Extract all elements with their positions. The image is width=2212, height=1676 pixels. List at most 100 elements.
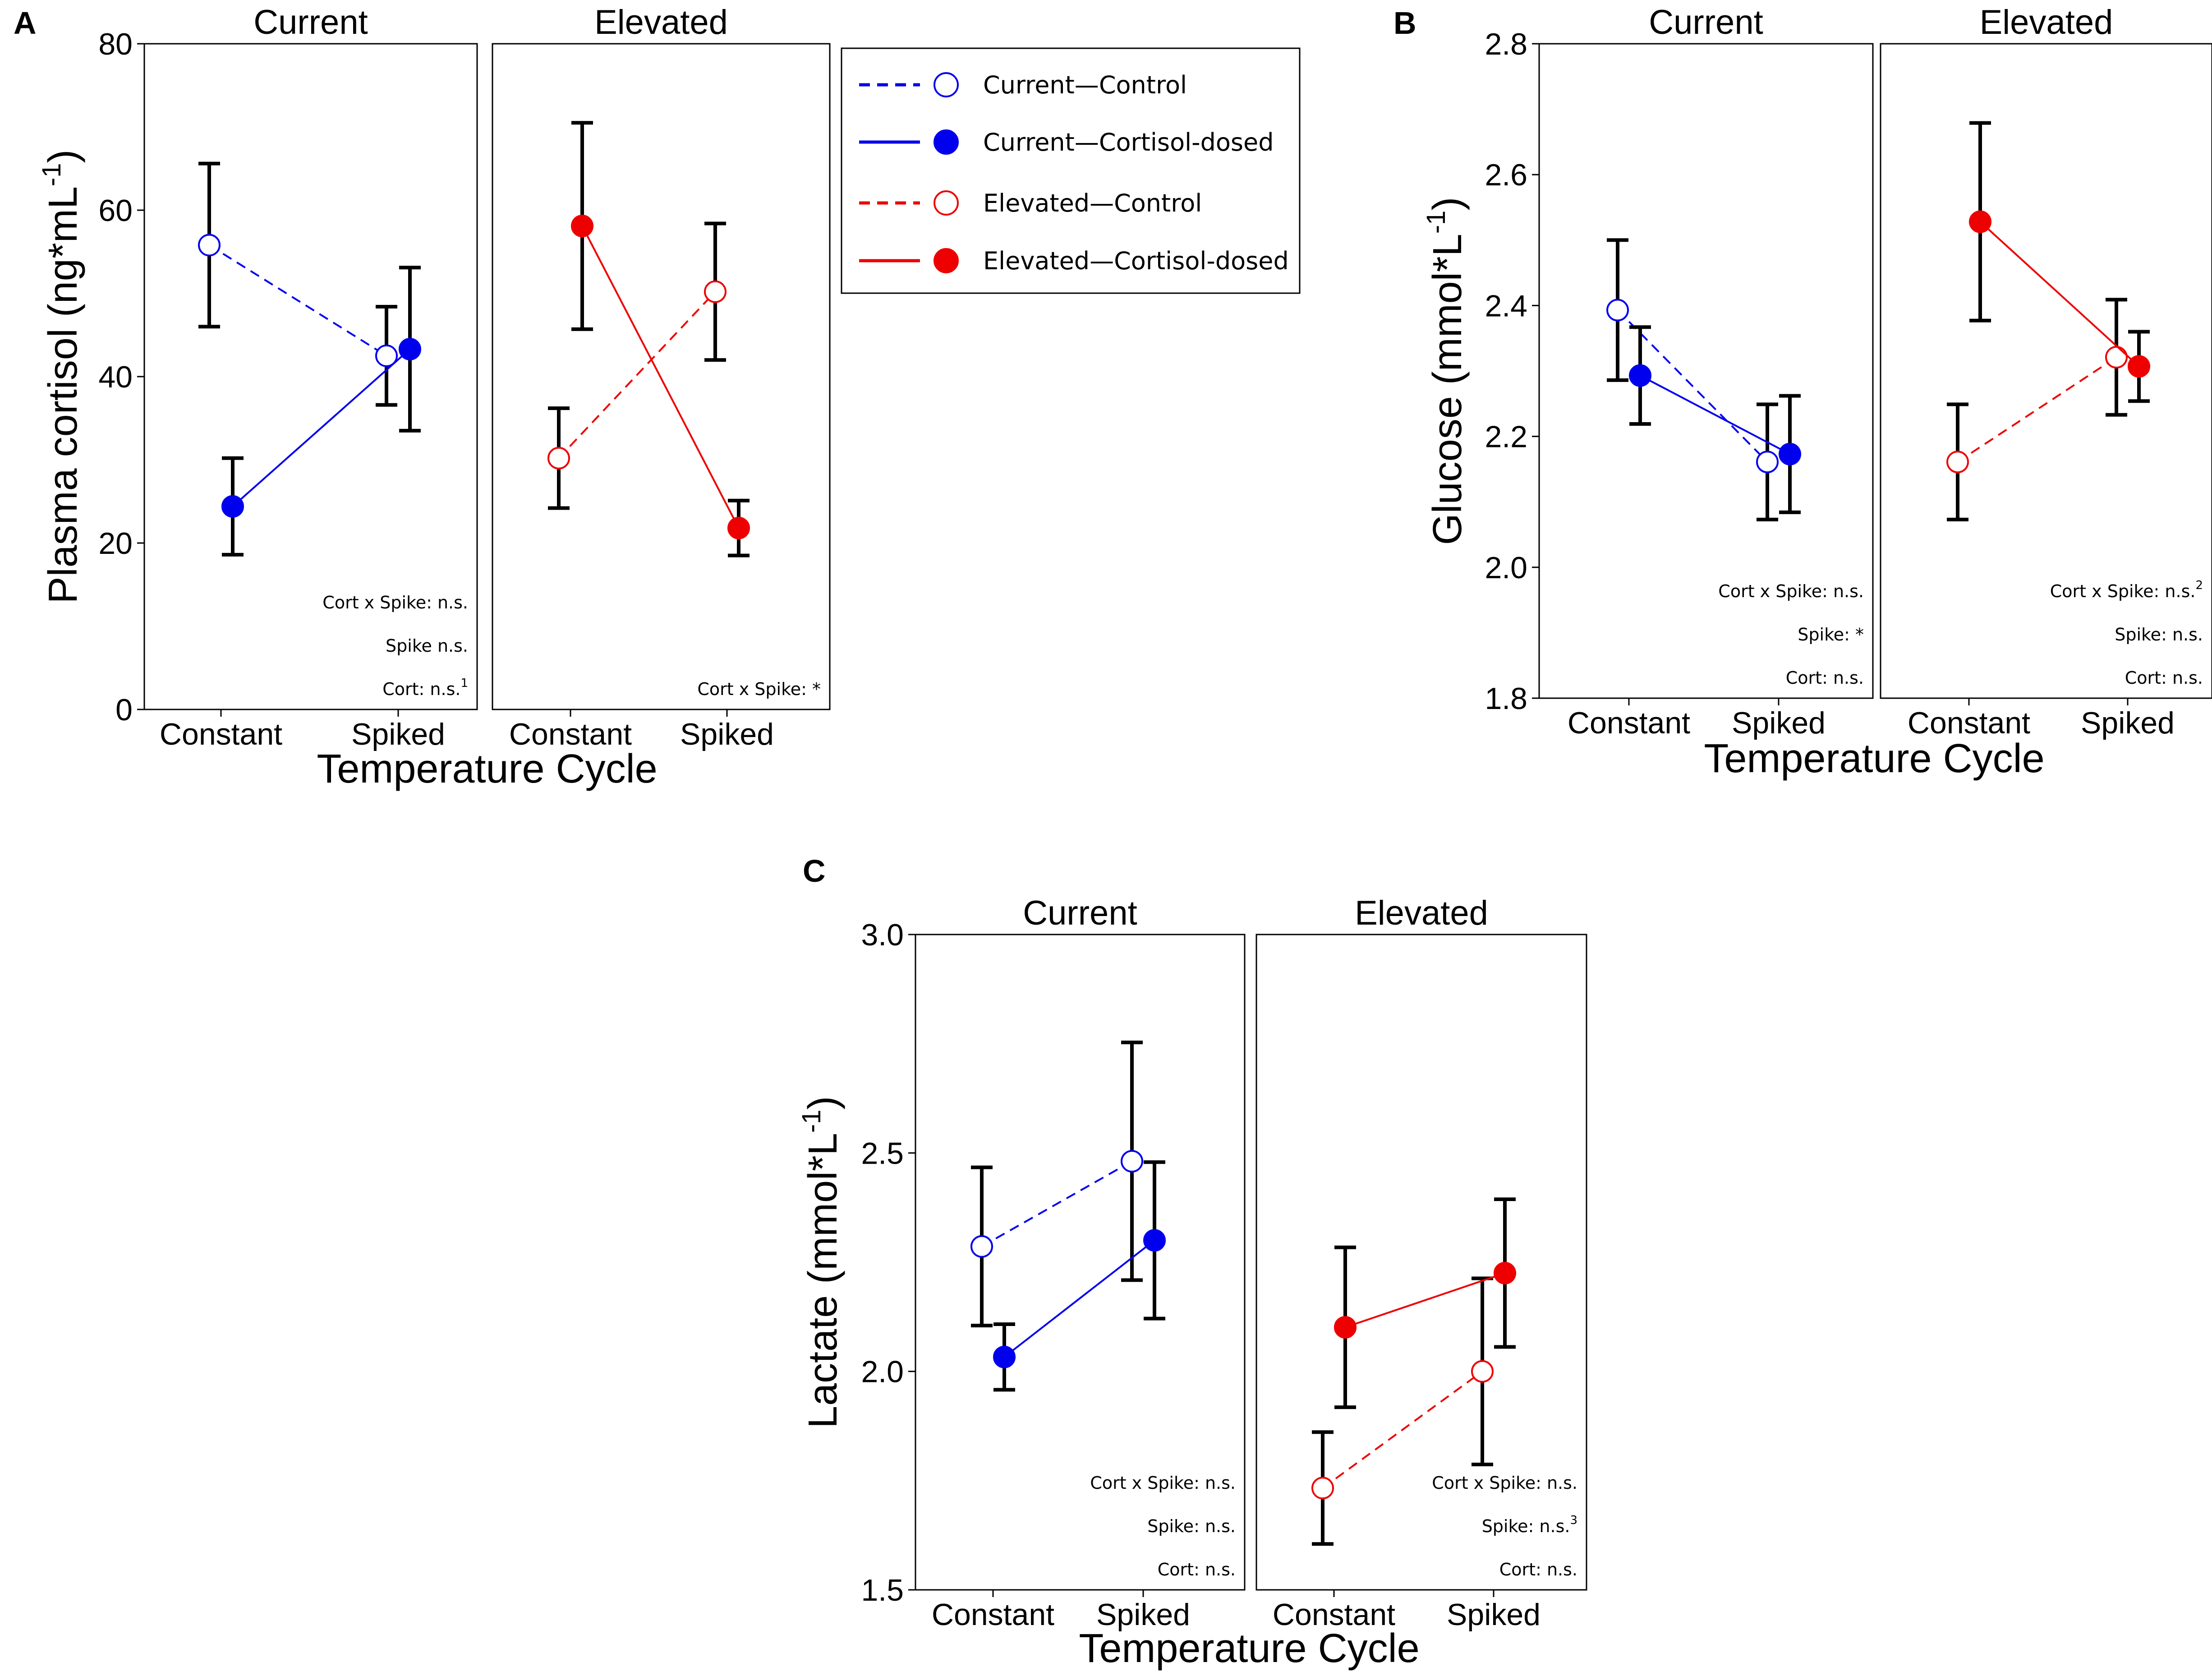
series: [1311, 1276, 1494, 1546]
series-line: [1322, 1371, 1483, 1489]
series-line: [558, 291, 716, 459]
x-axis-title: Temperature Cycle: [317, 746, 657, 792]
facet-title: Current: [253, 3, 368, 41]
x-tick-label: Constant: [1273, 1598, 1395, 1632]
x-tick-label: Constant: [509, 717, 632, 751]
facet-title: Current: [1649, 3, 1763, 41]
series: [198, 161, 398, 407]
series: [547, 221, 727, 510]
stat-annotation: Cort: n.s.: [1786, 668, 1864, 688]
y-tick-label: 3.0: [861, 918, 904, 952]
facet-title: Elevated: [594, 3, 728, 41]
y-tick-label: 2.8: [1485, 27, 1527, 61]
legend: Current—Control Current—Cortisol-dosed Ele…: [841, 47, 1301, 294]
stat-annotation: Cort x Spike: n.s.: [322, 593, 468, 612]
series-line: [208, 244, 387, 357]
data-point: [993, 1345, 1016, 1368]
facet-frame: [1538, 43, 1874, 699]
panel-A: A 0 20 40 60 80 Plasma cortisol (ng*mL-1) Tempe…: [14, 3, 831, 792]
y-tick-label: 2.5: [861, 1136, 904, 1170]
data-point: [1946, 451, 1969, 474]
y-tick-label: 2.0: [1485, 551, 1527, 585]
stat-annotation: Spike: n.s.3: [1482, 1514, 1577, 1536]
legend-item: Current—Cortisol-dosed: [859, 128, 1274, 157]
y-tick-label: 80: [98, 27, 133, 61]
x-tick-label: Spiked: [1096, 1598, 1190, 1632]
series-line: [581, 226, 740, 529]
series: [571, 121, 750, 557]
series-line: [1957, 356, 2117, 463]
legend-marker: [934, 248, 959, 273]
x-tick-label: Constant: [1568, 706, 1690, 740]
y-tick-label: 60: [98, 193, 133, 228]
facet-frame: [915, 934, 1246, 1591]
data-point: [399, 338, 421, 361]
legend-label: Current—Control: [983, 71, 1187, 99]
panel-label-C: C: [803, 853, 826, 889]
y-axis-title: Glucose (mmol*L-1): [1421, 197, 1470, 545]
data-point: [221, 495, 244, 518]
x-tick-label: Spiked: [2081, 706, 2175, 740]
series-line: [1617, 309, 1768, 463]
legend-box: [841, 47, 1301, 294]
data-point: [2105, 346, 2128, 369]
legend-item: Current—Control: [859, 71, 1187, 99]
y-tick-label: 2.2: [1485, 420, 1527, 454]
panel-label-A: A: [14, 5, 37, 41]
stat-annotation: Spike: n.s.: [2115, 625, 2203, 645]
facet-elevated: Elevated Constant Spiked Cort x Spike: n.s.…: [1255, 894, 1587, 1632]
x-tick-label: Constant: [160, 717, 282, 751]
facet-elevated: Elevated Constant Spiked Cort x Spike: *: [492, 3, 831, 751]
x-tick-label: Spiked: [351, 717, 445, 751]
y-tick-label: 2.0: [861, 1355, 904, 1389]
legend-label: Elevated—Control: [983, 189, 1202, 217]
legend-marker: [934, 129, 959, 155]
facet-current: Current Constant Spiked Cort x Spike: n.s. S…: [143, 3, 478, 751]
x-axis-title: Temperature Cycle: [1079, 1626, 1419, 1671]
facet-elevated: Elevated Constant Spiked Cort x Spike: n.s.…: [1880, 3, 2212, 740]
x-tick-label: Constant: [1908, 706, 2030, 740]
data-point: [704, 280, 727, 303]
panel-C: C 1.5 2.0 2.5 3.0 Lactate (mmol*L-1) Temperatu…: [797, 853, 1587, 1671]
series: [970, 1041, 1143, 1327]
y-tick-label: 40: [98, 360, 133, 394]
y-tick-label: 1.8: [1485, 681, 1527, 716]
facet-frame: [492, 43, 831, 710]
y-axis-title: Plasma cortisol (ng*mL-1): [37, 150, 86, 604]
stat-annotation: Cort: n.s.1: [382, 677, 468, 699]
stat-annotation: Spike: *: [1798, 625, 1864, 645]
stat-annotation: Cort: n.s.: [1158, 1560, 1236, 1579]
panel-label-B: B: [1393, 5, 1416, 41]
data-point: [1471, 1360, 1494, 1383]
facet-frame: [1880, 43, 2212, 699]
facet-title: Current: [1023, 894, 1137, 932]
stat-annotation: Spike: n.s.: [1147, 1516, 1236, 1536]
facet-title: Elevated: [1355, 894, 1488, 932]
stat-annotation: Cort x Spike: n.s.: [1090, 1473, 1236, 1493]
stat-annotation: Cort: n.s.: [2125, 668, 2203, 688]
data-point: [2128, 355, 2150, 378]
facet-current: Current Constant Spiked Cort x Spike: n.s. S…: [1538, 3, 1874, 740]
data-point: [1756, 451, 1779, 474]
data-point: [571, 215, 593, 238]
facet-current: Current Constant Spiked Cort x Spike: n.s. S…: [915, 894, 1246, 1632]
data-point: [1143, 1229, 1166, 1252]
series-line: [1003, 1239, 1155, 1358]
data-point: [970, 1235, 993, 1258]
data-point: [727, 516, 750, 539]
data-point: [375, 344, 398, 367]
stat-annotation: Cort x Spike: n.s.: [1432, 1473, 1577, 1493]
stat-annotation: Cort x Spike: *: [697, 679, 821, 699]
data-point: [1606, 299, 1629, 322]
facet-frame: [1255, 934, 1587, 1591]
y-tick-label: 20: [98, 526, 133, 561]
x-tick-label: Constant: [932, 1598, 1054, 1632]
stat-annotation: Cort x Spike: n.s.2: [2050, 579, 2203, 601]
panel-B: B 1.8 2.0 2.2 2.4 2.6 2.8 Glucose (mmol*L-1) Tem…: [1393, 3, 2212, 781]
data-point: [1494, 1262, 1516, 1285]
data-point: [1629, 364, 1651, 387]
series: [1946, 298, 2128, 521]
series: [1334, 1197, 1516, 1409]
data-point: [547, 447, 570, 470]
